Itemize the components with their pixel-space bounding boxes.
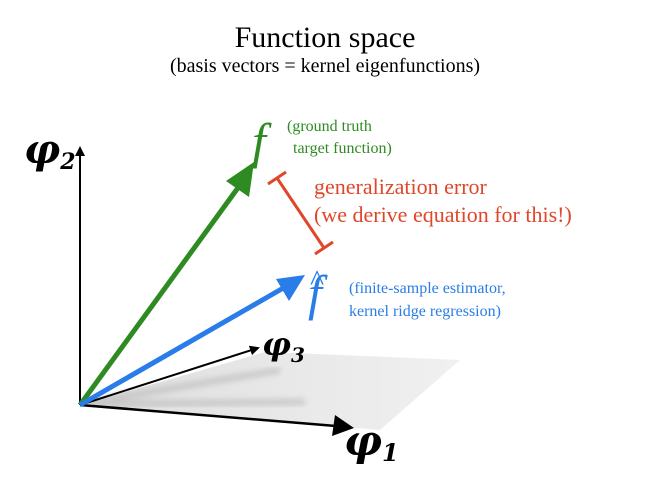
axis-phi1 [79,403,337,428]
f-note-line1: (ground truth [287,118,372,135]
vector-fhat [78,284,287,408]
basis-plane [80,352,460,430]
label-phi3: φ3 [262,325,305,367]
axis-phi3 [79,345,260,406]
label-fhat-hat: ^ [310,264,324,297]
label-phi1: φ1 [344,416,399,467]
vector-f [77,183,243,407]
vector-f-arrowhead [226,162,254,197]
fhat-note-line2: kernel ridge regression) [349,303,501,320]
page-title: Function space [235,21,416,54]
shadow-projections [89,366,306,408]
vector-fhat-arrowhead [276,275,305,301]
error-label-line1: generalization error [314,174,488,199]
axis-phi1-arrowhead [332,415,354,436]
label-f: f [252,113,272,169]
label-phi2: φ2 [24,126,76,175]
label-fhat: f [308,265,328,321]
page-subtitle: (basis vectors = kernel eigenfunctions) [170,55,480,77]
fhat-note-line1: (finite-sample estimator, [349,280,506,297]
f-note-line2: target function) [293,140,392,157]
error-bracket [267,170,334,256]
error-label-line2: (we derive equation for this!) [314,202,572,227]
